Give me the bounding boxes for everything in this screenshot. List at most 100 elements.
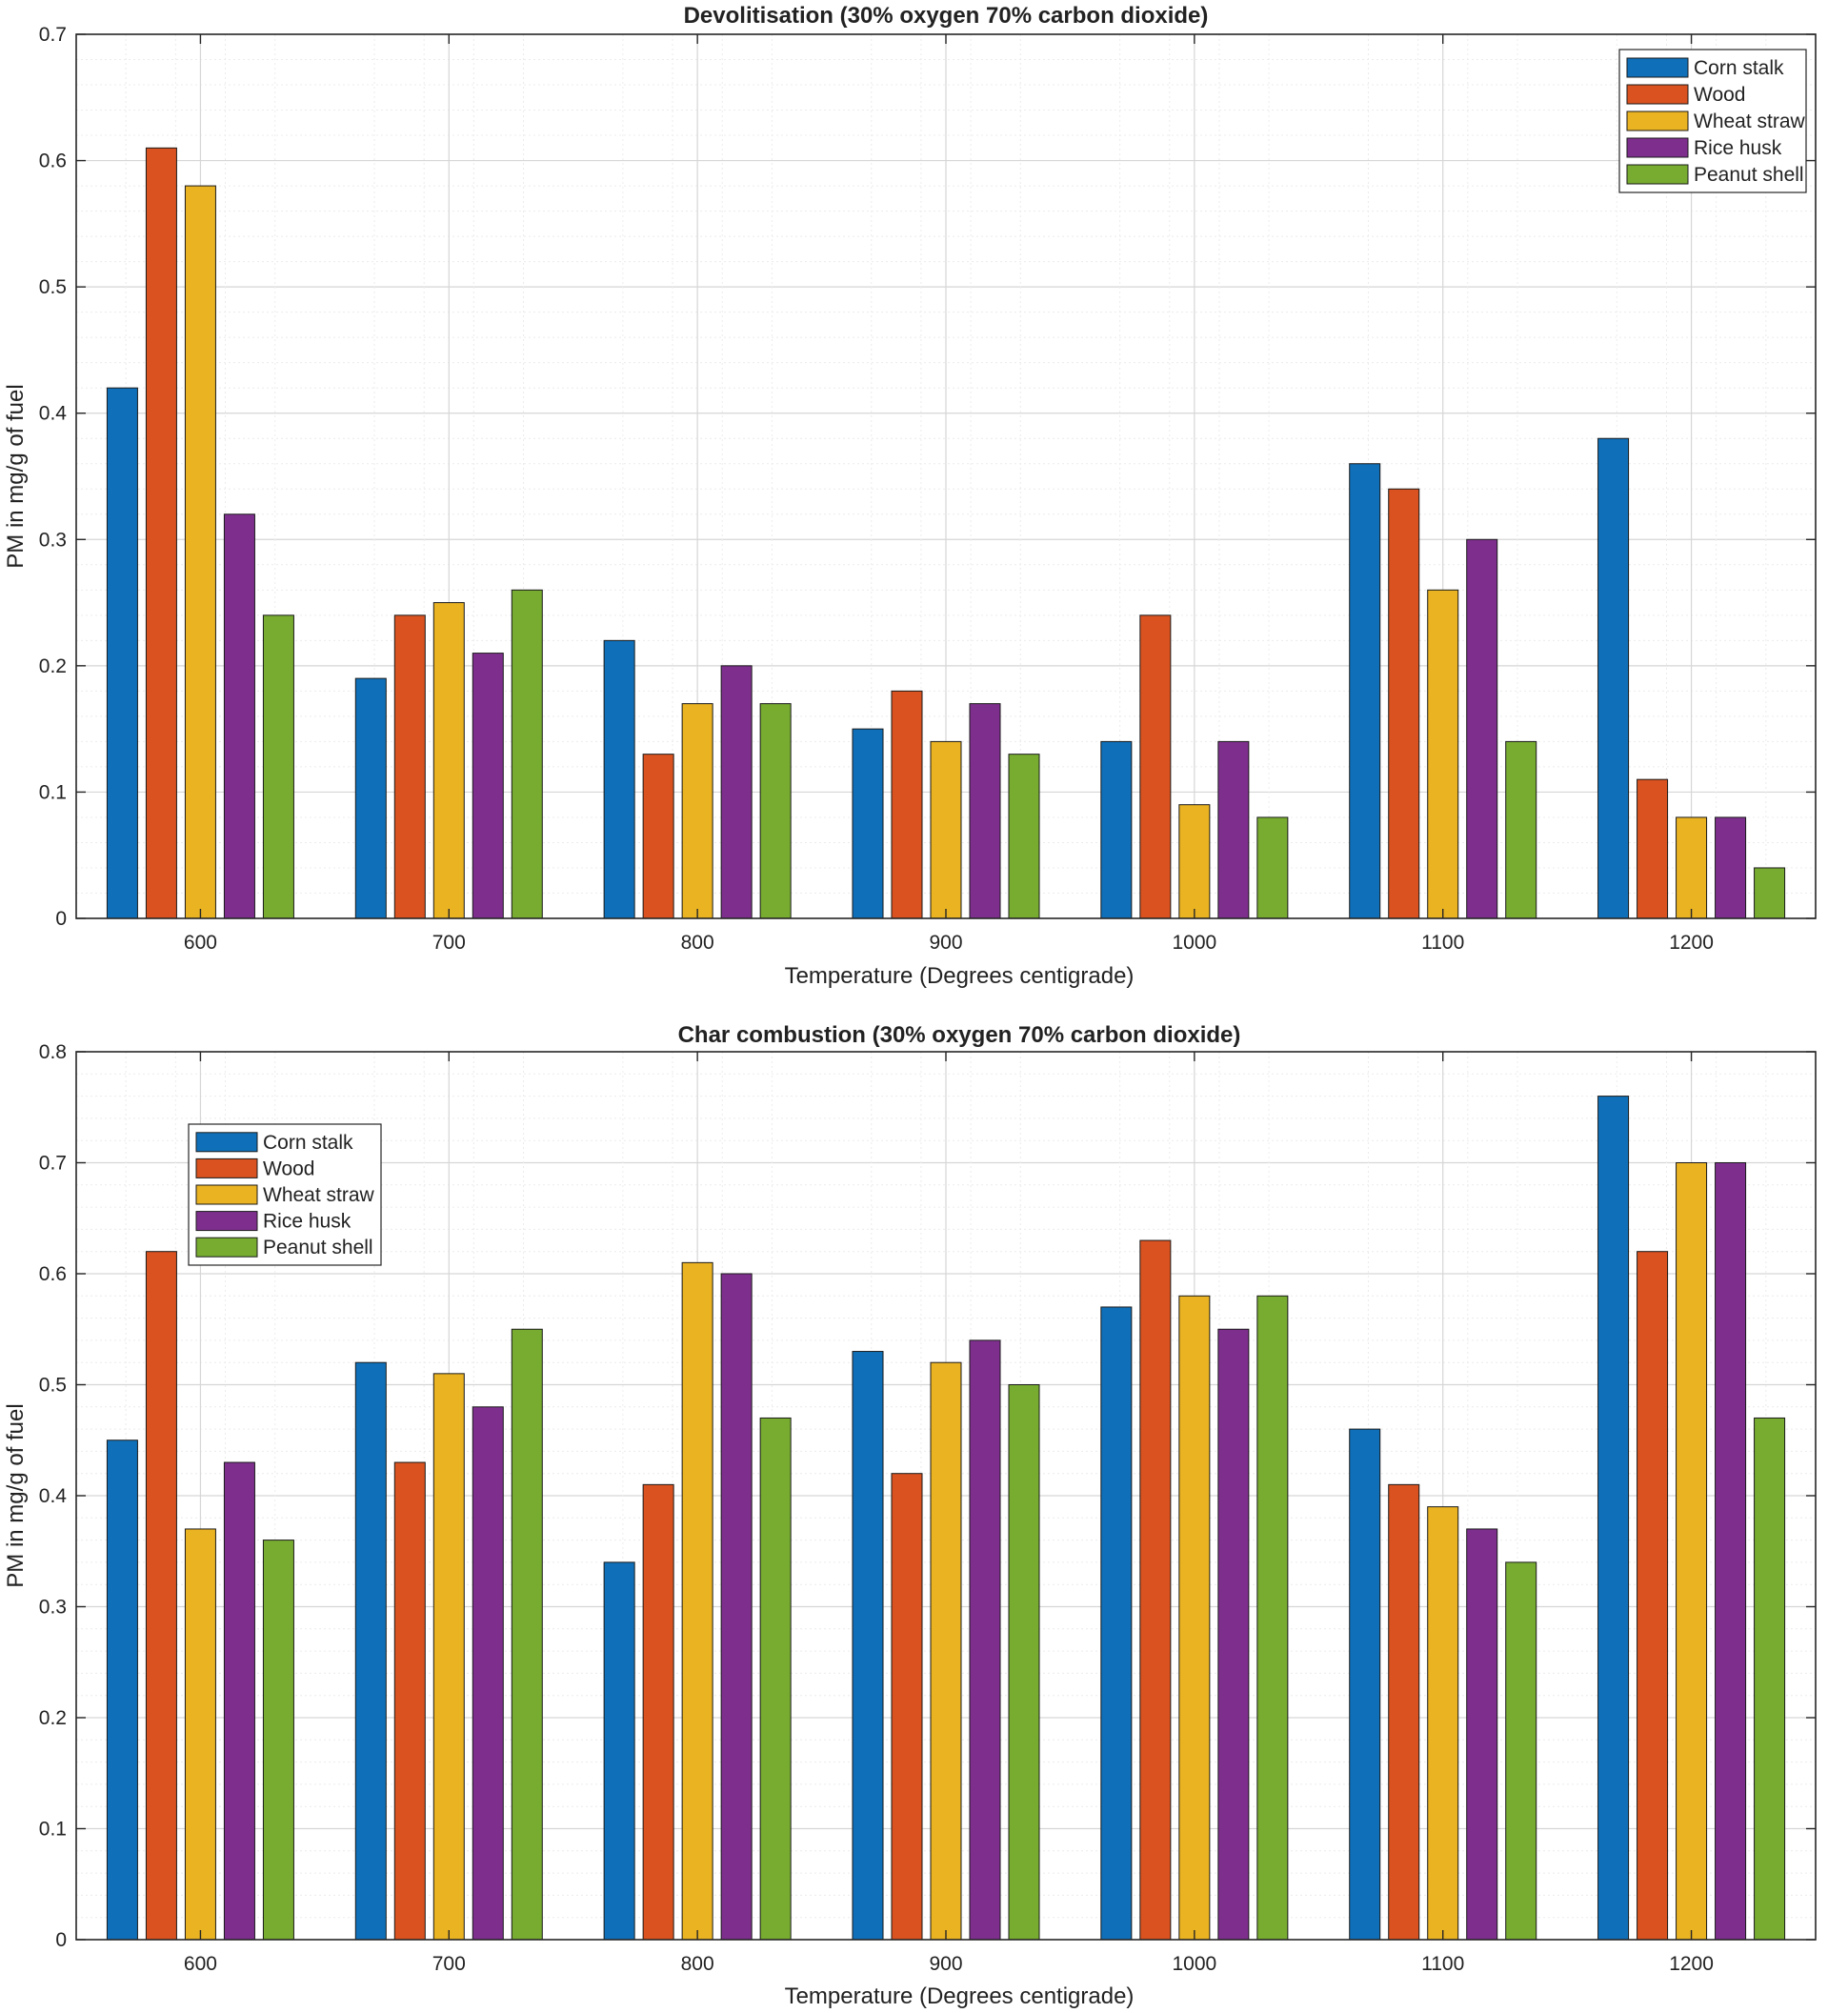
legend-swatch-rice-husk — [1626, 137, 1689, 158]
bar-wheat-straw-1100 — [1427, 589, 1459, 919]
bar-peanut-shell-1100 — [1505, 1561, 1537, 1941]
x-ticks: 600 700 800 900 1000 1100 1200 — [184, 34, 1714, 954]
bar-corn-stalk-1100 — [1349, 463, 1381, 919]
bar-wheat-straw-1000 — [1178, 1295, 1211, 1941]
bar-wheat-straw-600 — [184, 185, 216, 919]
y-tick-label: 0.2 — [39, 1707, 67, 1729]
x-tick-label: 1000 — [1172, 932, 1216, 954]
y-tick-label: 0.1 — [39, 1819, 67, 1841]
x-tick-label: 600 — [184, 932, 217, 954]
bar-corn-stalk-800 — [603, 1561, 635, 1941]
chart-title: Char combustion (30% oxygen 70% carbon d… — [678, 1022, 1241, 1048]
bar-wood-1100 — [1388, 1483, 1420, 1941]
legend-label: Wheat straw — [263, 1184, 375, 1206]
bar-corn-stalk-1200 — [1597, 437, 1630, 919]
x-tick-label: 800 — [681, 1953, 714, 1975]
bar-wood-600 — [145, 147, 177, 919]
bar-rice-husk-900 — [969, 703, 1001, 919]
bar-wood-600 — [145, 1251, 177, 1941]
x-tick-label: 1100 — [1421, 1953, 1464, 1975]
bar-corn-stalk-700 — [354, 677, 387, 919]
legend-swatch-peanut-shell — [1626, 164, 1689, 185]
legend-label: Peanut shell — [1694, 164, 1804, 186]
y-axis-label: PM in mg/g of fuel — [3, 1403, 29, 1587]
bar-rice-husk-600 — [223, 513, 255, 919]
y-tick-label: 0.3 — [39, 529, 67, 551]
legend-label: Wood — [1694, 84, 1745, 106]
bar-wheat-straw-900 — [930, 740, 962, 919]
bar-peanut-shell-1000 — [1256, 816, 1289, 919]
bar-peanut-shell-600 — [262, 1540, 294, 1941]
chart-title: Devolitisation (30% oxygen 70% carbon di… — [684, 3, 1209, 29]
x-tick-label: 1000 — [1172, 1953, 1216, 1975]
bar-corn-stalk-1000 — [1100, 740, 1133, 919]
y-axis-label: PM in mg/g of fuel — [3, 384, 29, 568]
bar-wood-900 — [891, 1473, 923, 1941]
y-tick-label: 0.1 — [39, 781, 67, 803]
x-tick-label: 900 — [929, 1953, 962, 1975]
bar-corn-stalk-1000 — [1100, 1306, 1133, 1941]
bar-peanut-shell-600 — [262, 614, 294, 919]
bar-rice-husk-600 — [223, 1461, 255, 1941]
bar-rice-husk-1200 — [1715, 816, 1747, 919]
y-tick-label: 0.6 — [39, 1263, 67, 1285]
bar-rice-husk-1000 — [1217, 1328, 1250, 1941]
bar-wheat-straw-800 — [681, 703, 713, 919]
bar-rice-husk-1000 — [1217, 740, 1250, 919]
bar-peanut-shell-900 — [1008, 1384, 1040, 1941]
bar-wheat-straw-1100 — [1427, 1506, 1459, 1941]
legend-swatch-rice-husk — [195, 1211, 258, 1232]
bar-wheat-straw-1200 — [1676, 816, 1708, 919]
bar-rice-husk-1100 — [1466, 538, 1498, 919]
legend-swatch-wheat-straw — [195, 1184, 258, 1205]
x-axis-label: Temperature (Degrees centigrade) — [785, 1983, 1135, 2009]
bar-wheat-straw-700 — [432, 1373, 465, 1941]
y-ticks: 0 0.1 0.2 0.3 0.4 0.5 0.6 0.7 — [39, 24, 1816, 930]
legend-label: Corn stalk — [263, 1132, 353, 1154]
y-tick-label: 0.2 — [39, 655, 67, 677]
bar-corn-stalk-1100 — [1349, 1428, 1381, 1941]
bar-peanut-shell-700 — [511, 589, 543, 919]
legend: Corn stalk Wood Wheat straw Rice husk Peanut… — [188, 1123, 382, 1266]
bar-wood-1200 — [1637, 1251, 1669, 1941]
bar-rice-husk-800 — [720, 665, 753, 919]
legend: Corn stalk Wood Wheat straw Rice husk Peanut… — [1618, 49, 1807, 193]
bar-rice-husk-1100 — [1466, 1528, 1498, 1941]
bar-rice-husk-700 — [472, 1406, 504, 1941]
x-tick-label: 1200 — [1669, 932, 1714, 954]
legend-label: Rice husk — [1694, 137, 1782, 159]
bar-wood-800 — [642, 754, 674, 919]
legend-label: Wheat straw — [1694, 111, 1806, 132]
bar-wood-1200 — [1637, 778, 1669, 919]
y-tick-label: 0.8 — [39, 1041, 67, 1063]
bar-peanut-shell-1000 — [1256, 1295, 1289, 1941]
legend-swatch-peanut-shell — [195, 1237, 258, 1258]
legend-swatch-wood — [1626, 84, 1689, 105]
bar-wood-1000 — [1139, 1239, 1172, 1941]
bar-corn-stalk-600 — [106, 1439, 138, 1941]
legend-label: Wood — [263, 1157, 314, 1179]
bar-corn-stalk-800 — [603, 639, 635, 919]
bar-wood-800 — [642, 1483, 674, 1941]
legend-swatch-wood — [195, 1157, 258, 1178]
bar-wood-900 — [891, 690, 923, 919]
y-ticks: 0 0.1 0.2 0.3 0.4 0.5 0.6 0.7 0.8 — [39, 1041, 1816, 1951]
devolitisation-chart: 0 0.1 0.2 0.3 0.4 0.5 0.6 0.7 600 700 800 900 1000 1… — [3, 3, 1817, 989]
char-combustion-chart: 0 0.1 0.2 0.3 0.4 0.5 0.6 0.7 0.8 600 700 800 900 10… — [3, 1022, 1817, 2009]
y-tick-label: 0 — [55, 1929, 67, 1951]
bar-wood-1100 — [1388, 488, 1420, 919]
bar-corn-stalk-600 — [106, 387, 138, 919]
bar-rice-husk-1200 — [1715, 1162, 1747, 1941]
bar-wood-700 — [393, 1461, 426, 1941]
bar-corn-stalk-700 — [354, 1361, 387, 1941]
legend-label: Peanut shell — [263, 1237, 373, 1258]
bar-rice-husk-800 — [720, 1273, 753, 1941]
y-tick-label: 0.5 — [39, 276, 67, 298]
x-tick-label: 600 — [184, 1953, 217, 1975]
bar-corn-stalk-1200 — [1597, 1096, 1630, 1941]
bar-wheat-straw-1200 — [1676, 1162, 1708, 1941]
bar-peanut-shell-1200 — [1754, 1417, 1786, 1941]
legend-swatch-corn-stalk — [1626, 57, 1689, 78]
bar-wheat-straw-700 — [432, 602, 465, 919]
